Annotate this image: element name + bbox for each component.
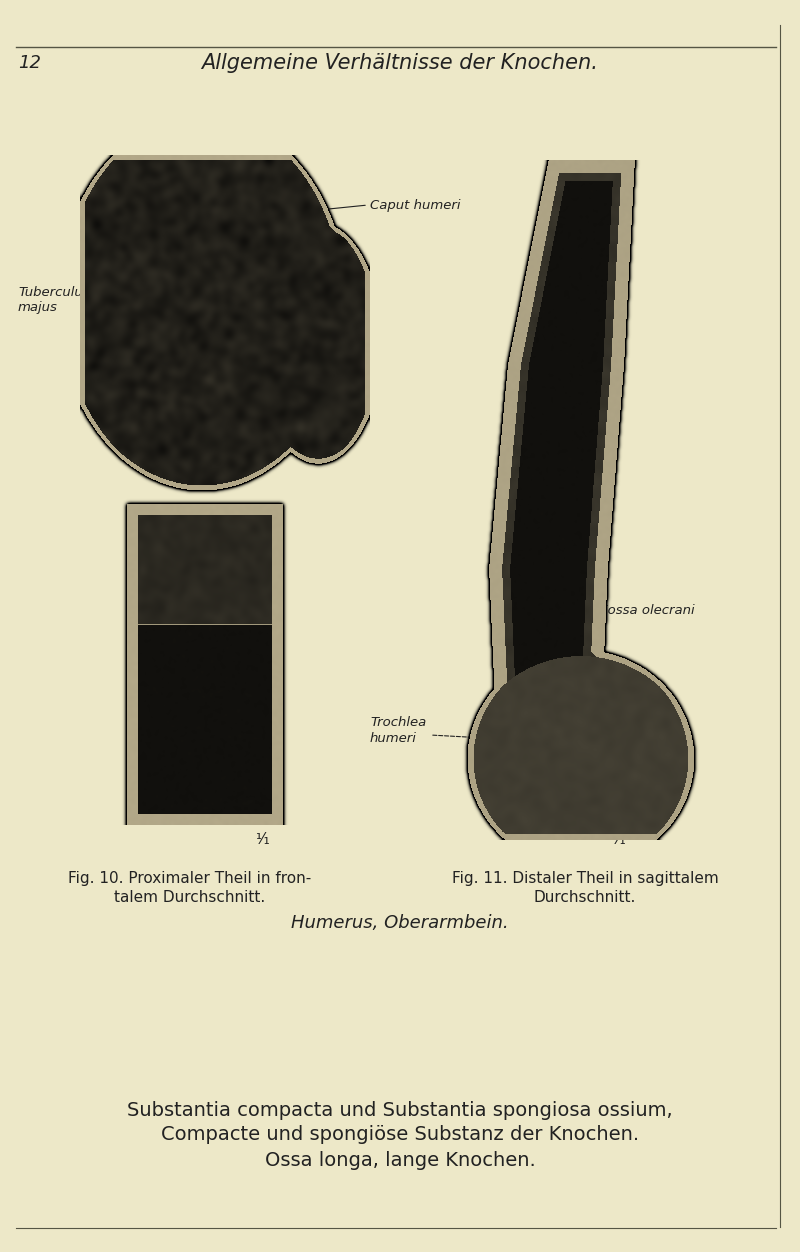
Text: Trochlea
humeri: Trochlea humeri xyxy=(370,715,426,745)
Text: 12: 12 xyxy=(18,54,41,73)
Text: Fossa olecrani: Fossa olecrani xyxy=(600,603,694,616)
Text: ¹⁄₁: ¹⁄₁ xyxy=(610,833,626,848)
Text: Substantia compacta und Substantia spongiosa ossium,: Substantia compacta und Substantia spong… xyxy=(127,1101,673,1119)
Text: Fig. 10. Proximaler Theil in fron-: Fig. 10. Proximaler Theil in fron- xyxy=(68,870,312,885)
Text: Durchschnitt.: Durchschnitt. xyxy=(534,890,636,905)
Text: Fig. 11. Distaler Theil in sagittalem: Fig. 11. Distaler Theil in sagittalem xyxy=(452,870,718,885)
Text: Ossa longa, lange Knochen.: Ossa longa, lange Knochen. xyxy=(265,1151,535,1169)
Text: Compacte und spongiöse Substanz der Knochen.: Compacte und spongiöse Substanz der Knoc… xyxy=(161,1126,639,1144)
Text: Humerus, Oberarmbein.: Humerus, Oberarmbein. xyxy=(291,914,509,931)
Text: Caput humeri: Caput humeri xyxy=(370,199,461,212)
Text: Tuberculum
majus: Tuberculum majus xyxy=(18,285,96,314)
Text: Allgemeine Verhältnisse der Knochen.: Allgemeine Verhältnisse der Knochen. xyxy=(202,53,598,73)
Text: ¹⁄₁: ¹⁄₁ xyxy=(254,833,270,848)
Text: talem Durchschnitt.: talem Durchschnitt. xyxy=(114,890,266,905)
